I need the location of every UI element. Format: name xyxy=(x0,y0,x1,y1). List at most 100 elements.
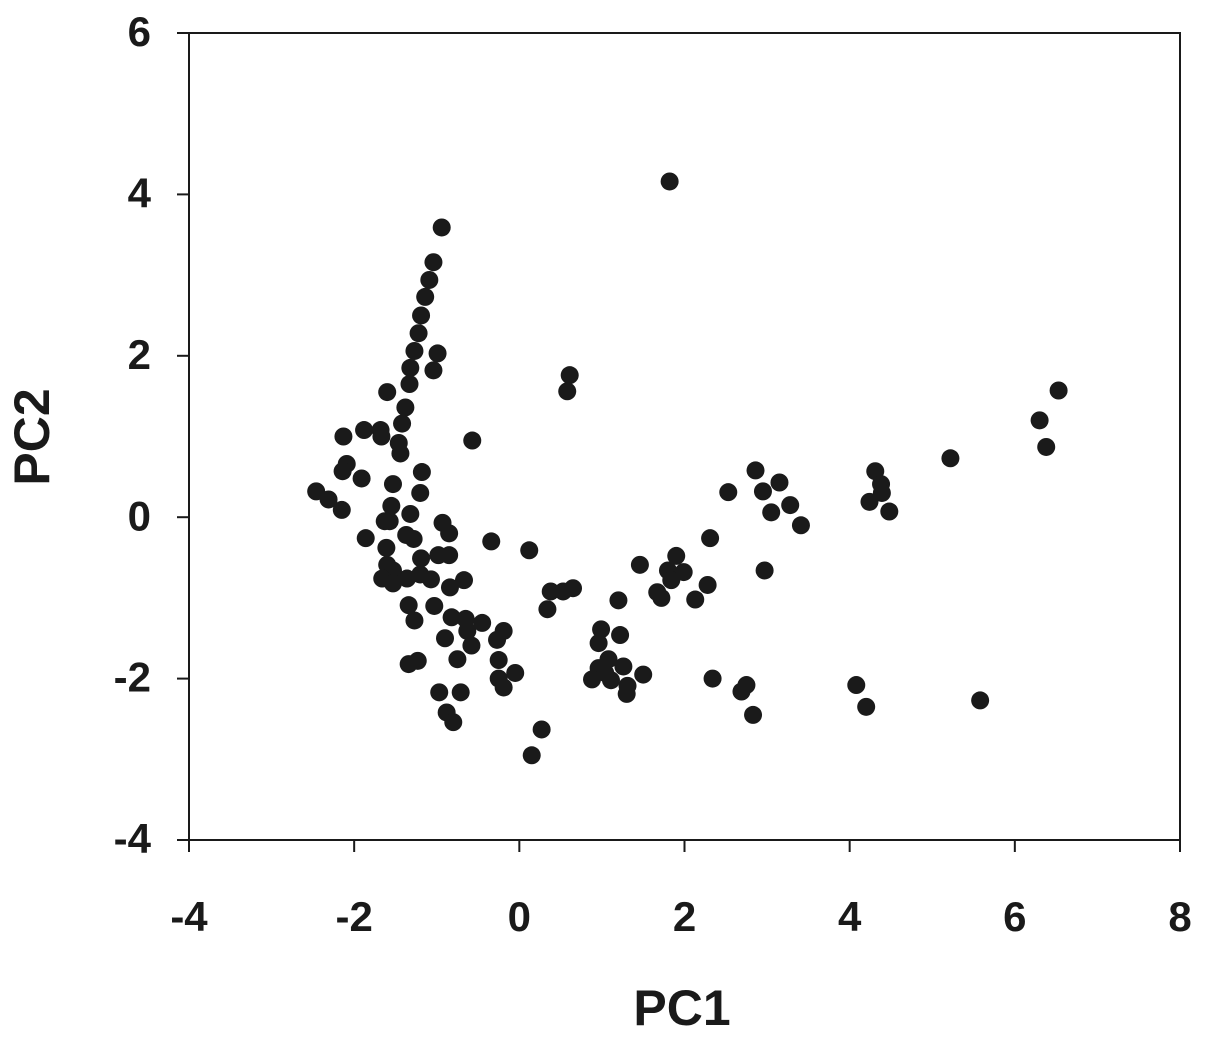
point xyxy=(377,538,396,557)
point xyxy=(482,532,501,551)
point xyxy=(532,720,551,739)
point xyxy=(522,746,541,765)
point xyxy=(737,676,756,695)
y-tick-label: 2 xyxy=(128,331,151,378)
x-tick-label: 8 xyxy=(1168,893,1191,940)
point xyxy=(770,473,789,492)
y-axis-label: PC2 xyxy=(4,388,60,485)
point xyxy=(489,651,508,670)
y-tick-label: 0 xyxy=(128,492,151,539)
x-tick-label: -2 xyxy=(335,893,372,940)
point xyxy=(412,549,431,568)
point xyxy=(652,588,671,607)
x-tick-label: -4 xyxy=(170,893,208,940)
point xyxy=(378,383,397,402)
point xyxy=(356,529,375,548)
point xyxy=(405,611,424,630)
point xyxy=(455,571,474,590)
point xyxy=(425,596,444,615)
point xyxy=(440,578,459,597)
point xyxy=(355,421,374,440)
point xyxy=(880,502,899,521)
point xyxy=(411,483,430,502)
point xyxy=(383,475,402,494)
point xyxy=(432,218,451,237)
point xyxy=(319,490,338,509)
point xyxy=(686,590,705,609)
point xyxy=(391,444,410,463)
x-tick-label: 4 xyxy=(838,893,862,940)
point xyxy=(630,555,649,574)
point xyxy=(520,541,539,560)
point xyxy=(541,582,560,601)
point xyxy=(404,529,423,548)
point xyxy=(398,569,417,588)
point xyxy=(719,483,738,502)
point xyxy=(451,683,470,702)
point xyxy=(609,591,628,610)
point xyxy=(762,503,781,522)
point xyxy=(560,366,579,385)
y-tick-label: 4 xyxy=(128,169,152,216)
point xyxy=(558,382,577,401)
point xyxy=(589,634,608,653)
point xyxy=(746,461,765,480)
point xyxy=(1030,411,1049,430)
point xyxy=(420,270,439,289)
point xyxy=(583,670,602,689)
point xyxy=(667,546,686,565)
point xyxy=(538,600,557,619)
point xyxy=(424,253,443,272)
point xyxy=(488,630,507,649)
point xyxy=(602,671,621,690)
point xyxy=(701,529,720,548)
point xyxy=(352,469,371,488)
point xyxy=(662,571,681,590)
point xyxy=(412,463,431,482)
point xyxy=(409,324,428,343)
point xyxy=(436,629,455,648)
point xyxy=(1049,381,1068,400)
point xyxy=(463,431,482,450)
point xyxy=(872,483,891,502)
point xyxy=(424,361,443,380)
point xyxy=(660,172,679,191)
y-tick-label: 6 xyxy=(128,8,151,55)
point xyxy=(382,496,401,515)
point xyxy=(755,561,774,580)
point xyxy=(462,636,481,655)
x-axis-label: PC1 xyxy=(633,980,730,1036)
point xyxy=(440,546,459,565)
point xyxy=(412,306,431,325)
point xyxy=(393,414,412,433)
point xyxy=(405,341,424,360)
point xyxy=(634,665,653,684)
point xyxy=(611,626,630,645)
point xyxy=(401,504,420,523)
point xyxy=(430,683,449,702)
y-tick-label: -2 xyxy=(114,654,151,701)
point xyxy=(941,449,960,468)
point xyxy=(375,512,394,531)
point xyxy=(781,496,800,515)
point xyxy=(860,492,879,511)
point xyxy=(847,676,866,695)
point xyxy=(458,621,477,640)
point xyxy=(791,516,810,535)
point xyxy=(857,697,876,716)
point xyxy=(372,427,391,446)
point xyxy=(421,570,440,589)
point xyxy=(408,651,427,670)
point xyxy=(753,482,772,501)
point xyxy=(332,500,351,519)
x-tick-label: 2 xyxy=(673,893,696,940)
point xyxy=(399,596,418,615)
point xyxy=(617,684,636,703)
point xyxy=(428,344,447,363)
point xyxy=(703,669,722,688)
point xyxy=(396,398,415,417)
point xyxy=(383,574,402,593)
point xyxy=(401,358,420,377)
x-tick-label: 0 xyxy=(508,893,531,940)
